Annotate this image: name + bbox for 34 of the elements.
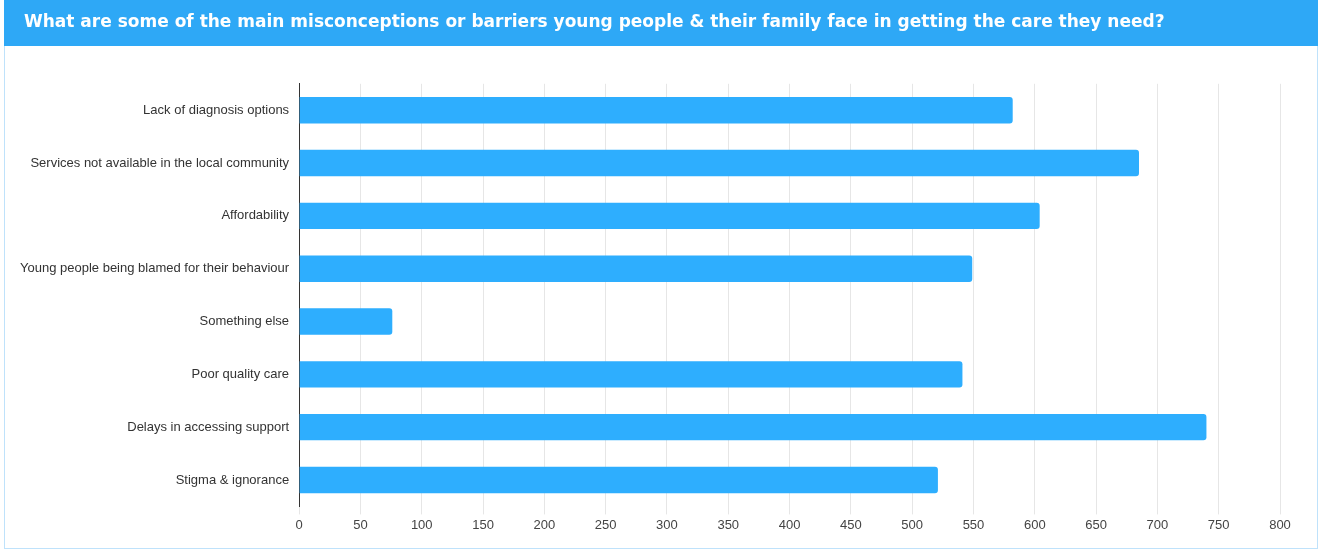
x-tick-label: 500 — [901, 516, 924, 532]
y-tick-label: Poor quality care — [191, 365, 290, 381]
y-tick-label: Delays in accessing support — [127, 418, 290, 434]
x-tick-label: 550 — [962, 516, 985, 532]
x-tick-label: 250 — [594, 516, 617, 532]
bar — [299, 202, 1040, 230]
x-tick-label: 650 — [1085, 516, 1107, 532]
x-tick-label: 100 — [410, 516, 433, 532]
y-tick-label: Affordability — [221, 207, 290, 223]
x-tick-label: 350 — [717, 516, 740, 532]
x-tick-label: 750 — [1207, 516, 1230, 532]
bar — [299, 308, 393, 335]
bar — [299, 255, 973, 282]
x-tick-label: 600 — [1023, 516, 1046, 532]
x-tick-label: 300 — [656, 516, 678, 532]
x-tick-label: 700 — [1146, 516, 1169, 532]
y-tick-label: Something else — [199, 313, 290, 329]
bar — [299, 97, 1013, 124]
y-tick-label: Lack of diagnosis options — [143, 101, 290, 117]
x-tick-label: 800 — [1269, 516, 1291, 532]
bar — [299, 149, 1139, 177]
y-tick-label: Services not available in the local community — [30, 154, 290, 170]
x-tick-label: 450 — [840, 516, 862, 532]
x-tick-label: 0 — [295, 516, 303, 532]
x-tick-label: 400 — [778, 516, 801, 532]
x-tick-label: 50 — [353, 516, 368, 532]
y-tick-label: Stigma & ignorance — [175, 471, 290, 487]
bar — [299, 361, 963, 388]
x-tick-label: 200 — [533, 516, 556, 532]
y-tick-label: Young people being blamed for their behaviour — [20, 260, 290, 276]
bar — [299, 413, 1207, 441]
x-tick-label: 150 — [472, 516, 494, 532]
chart-title: What are some of the main misconceptions or barriers young people & their family face in getting the care they need? — [4, 0, 1318, 46]
bar — [299, 466, 938, 494]
